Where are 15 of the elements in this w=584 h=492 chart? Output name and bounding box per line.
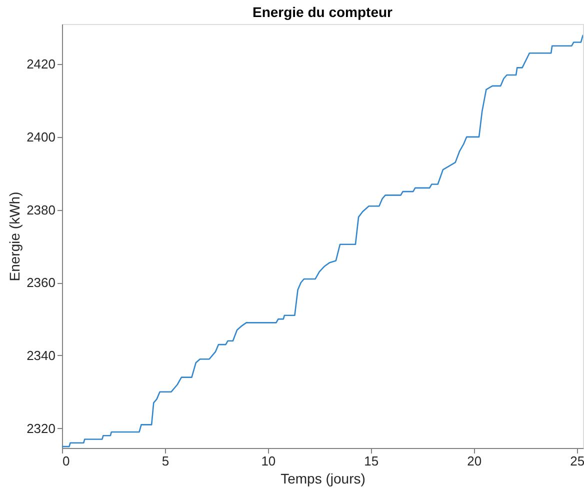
y-tick-label: 2340 xyxy=(26,348,56,363)
x-tick-label: 20 xyxy=(467,454,482,468)
y-tick-label: 2360 xyxy=(26,275,56,290)
x-tick-label: 25 xyxy=(570,454,584,468)
x-tick-label: 5 xyxy=(162,454,170,468)
chart-title: Energie du compteur xyxy=(252,4,394,20)
x-tick-label: 10 xyxy=(261,454,276,468)
y-axis-title: Energie (kWh) xyxy=(6,192,23,282)
y-tick-label: 2320 xyxy=(26,420,56,436)
y-tick-label: 2380 xyxy=(26,202,56,218)
x-tick-label: 15 xyxy=(364,454,379,468)
x-tick-label: 0 xyxy=(62,454,70,468)
y-tick-label: 2420 xyxy=(26,56,56,72)
y-tick-label: 2400 xyxy=(26,129,56,144)
x-axis-title: Temps (jours) xyxy=(280,470,366,486)
